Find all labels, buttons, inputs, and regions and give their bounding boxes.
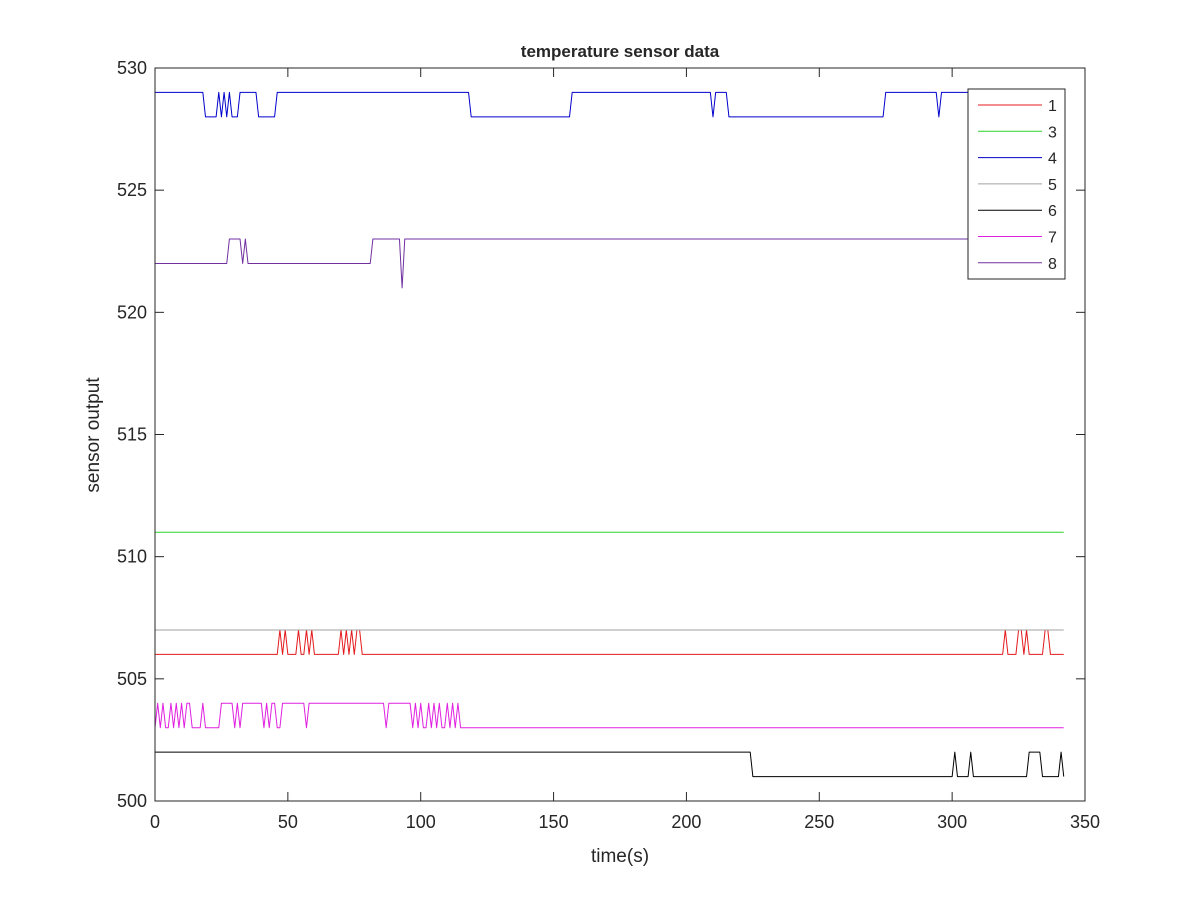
chart-title: temperature sensor data: [521, 42, 720, 61]
x-tick-label: 50: [278, 812, 298, 832]
legend: 1 3 4 5 6 7 8: [967, 88, 1066, 280]
y-tick-label: 515: [117, 425, 147, 445]
legend-label-8: 8: [1048, 256, 1057, 273]
legend-label-3: 3: [1048, 124, 1057, 141]
x-tick-label: 300: [937, 812, 967, 832]
x-tick-label: 100: [406, 812, 436, 832]
y-tick-label: 520: [117, 302, 147, 322]
x-tick-label: 250: [804, 812, 834, 832]
legend-label-7: 7: [1048, 230, 1057, 247]
series-line-1: [155, 629, 1064, 655]
x-tick-label: 200: [671, 812, 701, 832]
series-line-8: [155, 238, 1064, 289]
x-tick-label: 150: [539, 812, 569, 832]
y-tick-label: 530: [117, 58, 147, 78]
y-tick-label: 500: [117, 791, 147, 811]
x-tick-label: 0: [150, 812, 160, 832]
y-axis-label: sensor output: [83, 377, 104, 493]
y-tick-label: 505: [117, 669, 147, 689]
series-line-4: [155, 91, 1064, 118]
legend-label-4: 4: [1048, 151, 1057, 168]
legend-label-1: 1: [1048, 98, 1057, 115]
x-tick-label: 350: [1070, 812, 1100, 832]
x-axis-ticks: 0 50 100 150 200 250 300 350: [150, 68, 1100, 832]
y-axis-ticks: 500 505 510 515 520 525 530: [117, 58, 1085, 811]
x-axis-label: time(s): [591, 846, 649, 867]
y-tick-label: 510: [117, 547, 147, 567]
plot-background: [155, 68, 1085, 801]
legend-label-6: 6: [1048, 203, 1057, 220]
series-line-7: [154, 702, 1064, 729]
legend-label-5: 5: [1048, 177, 1057, 194]
series-layer: [154, 91, 1065, 778]
y-tick-label: 525: [117, 180, 147, 200]
series-line-6: [155, 751, 1065, 778]
